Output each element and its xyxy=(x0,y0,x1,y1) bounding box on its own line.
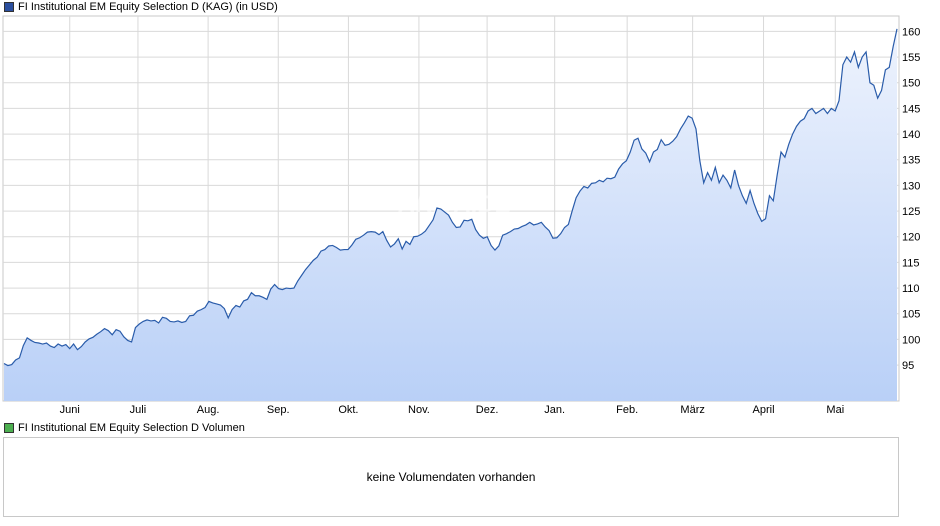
x-tick-label: April xyxy=(753,404,775,416)
x-tick-label: Mai xyxy=(826,404,844,416)
y-tick-label: 150 xyxy=(902,78,920,90)
y-tick-label: 110 xyxy=(902,283,920,295)
volume-legend-swatch xyxy=(4,423,14,433)
x-tick-label: Aug. xyxy=(197,404,220,416)
y-tick-label: 160 xyxy=(902,26,920,38)
series-line xyxy=(3,28,898,367)
chart-title: FI Institutional EM Equity Selection D (… xyxy=(18,1,278,13)
y-tick-label: 125 xyxy=(902,206,920,218)
x-tick-label: Juni xyxy=(60,404,80,416)
price-legend-swatch xyxy=(4,2,14,12)
volume-panel: keine Volumendaten vorhanden xyxy=(3,437,899,517)
series-area xyxy=(4,28,897,402)
y-tick-label: 100 xyxy=(902,334,920,346)
y-tick-label: 140 xyxy=(902,129,920,141)
y-tick-label: 120 xyxy=(902,232,920,244)
x-tick-label: Feb. xyxy=(616,404,638,416)
x-tick-label: Jan. xyxy=(544,404,565,416)
y-tick-label: 115 xyxy=(902,257,920,269)
y-tick-label: 155 xyxy=(902,52,920,64)
y-tick-label: 135 xyxy=(902,155,920,167)
volume-empty-message: keine Volumendaten vorhanden xyxy=(366,470,536,484)
x-tick-label: Okt. xyxy=(338,404,358,416)
price-chart: ARIVA.DE 95 100 105 110 115 120 125 130 135 140 14… xyxy=(2,15,920,416)
volume-legend: FI Institutional EM Equity Selection D V… xyxy=(4,421,245,435)
y-tick-label: 105 xyxy=(902,309,920,321)
x-tick-label: März xyxy=(680,404,704,416)
y-tick-label: 95 xyxy=(902,360,914,372)
y-tick-label: 130 xyxy=(902,180,920,192)
volume-title: FI Institutional EM Equity Selection D V… xyxy=(18,422,245,434)
x-tick-label: Sep. xyxy=(267,404,290,416)
y-tick-label: 145 xyxy=(902,103,920,115)
x-tick-label: Dez. xyxy=(476,404,499,416)
y-axis-labels: 95 100 105 110 115 120 125 130 135 140 145 150 155 16… xyxy=(902,26,920,372)
price-legend: FI Institutional EM Equity Selection D (… xyxy=(4,0,278,14)
watermark: ARIVA.DE xyxy=(398,191,513,218)
x-tick-label: Juli xyxy=(130,404,147,416)
x-axis-labels: Juni Juli Aug. Sep. Okt. Nov. Dez. Jan. Feb. März… xyxy=(60,404,845,416)
x-tick-label: Nov. xyxy=(408,404,430,416)
